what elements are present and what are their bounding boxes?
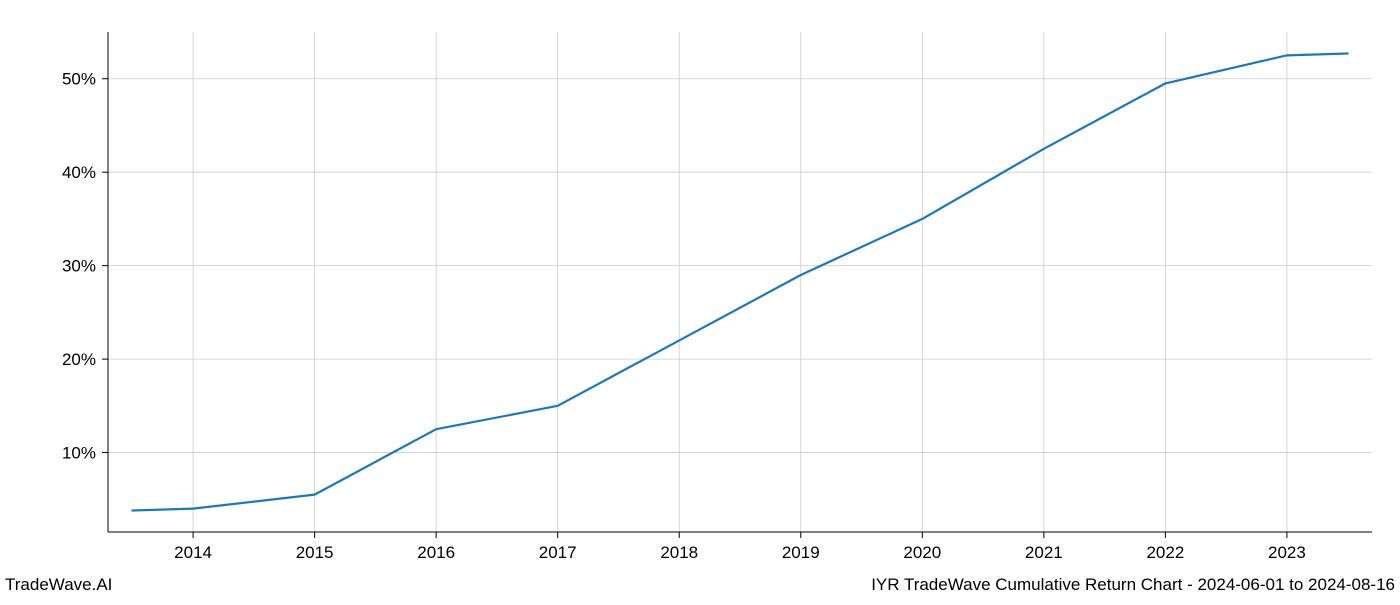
chart-container: 2014 2015 2016 2017 2018 2019 2020 2021 2022 2023… (0, 0, 1400, 600)
line-chart: 2014 2015 2016 2017 2018 2019 2020 2021 2022 2023… (0, 0, 1400, 600)
x-tick-label: 2015 (296, 543, 334, 562)
x-tick-label: 2020 (903, 543, 941, 562)
y-tick-label: 40% (62, 163, 96, 182)
y-tick-label: 10% (62, 444, 96, 463)
x-tick-label: 2017 (539, 543, 577, 562)
y-tick-label: 20% (62, 350, 96, 369)
x-tick-label: 2016 (417, 543, 455, 562)
footer-caption: IYR TradeWave Cumulative Return Chart - … (871, 575, 1395, 595)
y-tick-label: 50% (62, 70, 96, 89)
y-tick-label: 30% (62, 257, 96, 276)
x-tick-label: 2022 (1146, 543, 1184, 562)
x-tick-label: 2023 (1268, 543, 1306, 562)
x-tick-label: 2014 (174, 543, 212, 562)
x-tick-label: 2018 (660, 543, 698, 562)
x-tick-label: 2021 (1025, 543, 1063, 562)
footer-brand: TradeWave.AI (5, 575, 112, 595)
x-tick-label: 2019 (782, 543, 820, 562)
